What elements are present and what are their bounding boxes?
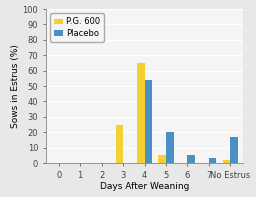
Bar: [115, 125, 123, 163]
Bar: [137, 63, 145, 163]
Bar: [166, 132, 174, 163]
Bar: [158, 155, 166, 163]
Bar: [209, 158, 216, 163]
Bar: [223, 160, 230, 163]
X-axis label: Days After Weaning: Days After Weaning: [100, 182, 189, 191]
Bar: [230, 137, 238, 163]
Legend: P.G. 600, Placebo: P.G. 600, Placebo: [50, 13, 104, 42]
Bar: [187, 155, 195, 163]
Bar: [145, 80, 152, 163]
Y-axis label: Sows in Estrus (%): Sows in Estrus (%): [11, 44, 20, 128]
